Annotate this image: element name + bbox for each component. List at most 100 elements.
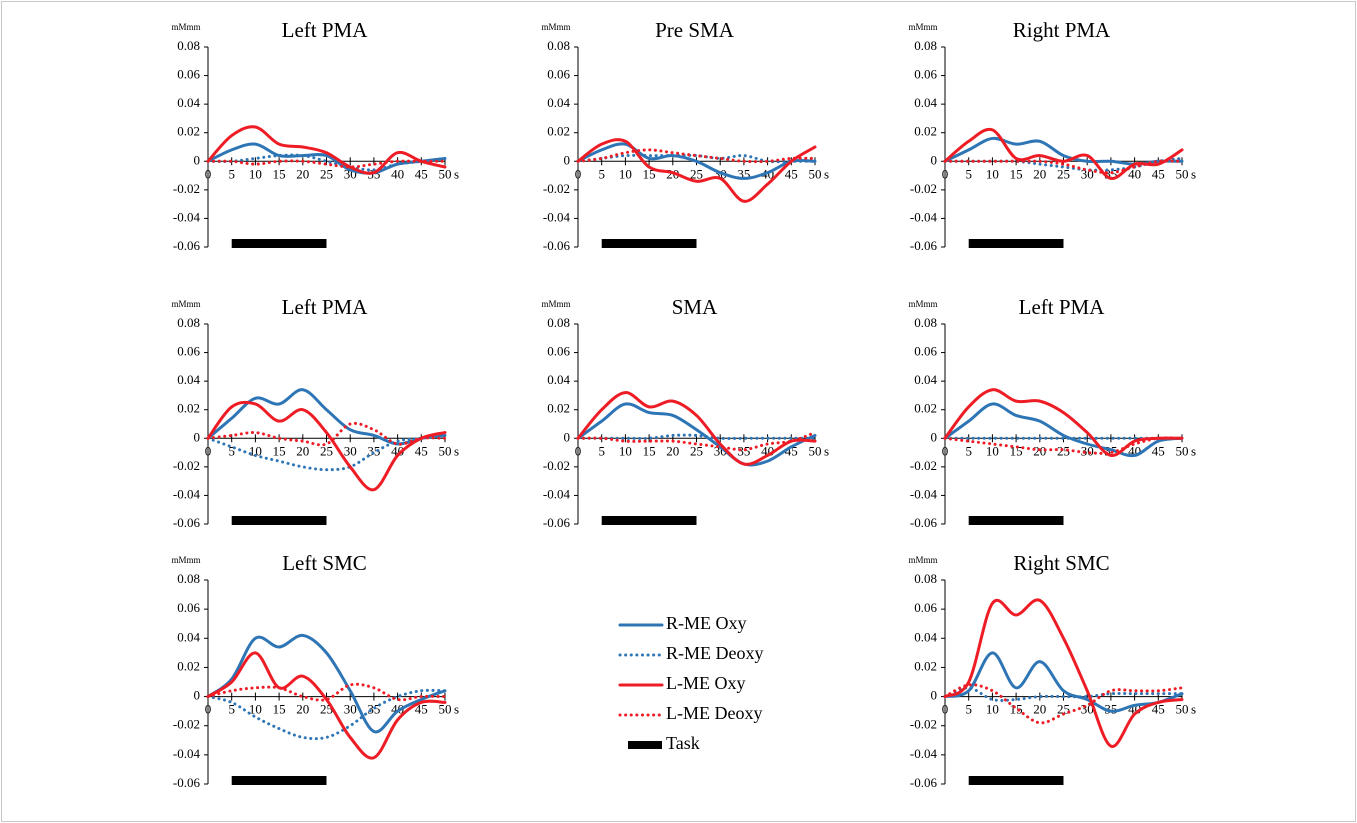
legend-label: R-ME Oxy — [666, 613, 747, 633]
x-tick-label: 5 — [598, 166, 605, 181]
y-tick-label: 0.06 — [914, 600, 937, 615]
data-line — [943, 686, 1184, 702]
x-tick-label: 0 — [205, 702, 212, 717]
y-unit: mMmm — [541, 299, 570, 309]
y-tick-label: -0.02 — [173, 717, 200, 732]
y-tick-label: 0 — [564, 152, 571, 167]
y-tick-label: -0.04 — [173, 746, 201, 761]
x-tick-label: 30 — [344, 443, 357, 458]
x-tick-label: 20 — [296, 166, 309, 181]
y-tick-label: 0.08 — [547, 38, 570, 53]
x-tick-label: 30 — [1081, 166, 1094, 181]
data-line — [206, 633, 447, 734]
x-tick-label: 10 — [986, 443, 999, 458]
x-tick-label: 50 — [1176, 443, 1189, 458]
y-tick-label: 0.06 — [547, 67, 570, 82]
x-tick-label: 25 — [690, 443, 703, 458]
y-tick-label: -0.04 — [173, 486, 201, 501]
x-tick-label: 0 — [575, 166, 582, 181]
x-tick-label: 35 — [367, 443, 380, 458]
y-tick-label: -0.04 — [910, 746, 938, 761]
y-tick-label: 0 — [931, 152, 938, 167]
x-tick-label: 25 — [1057, 702, 1070, 717]
x-unit: s — [824, 443, 829, 458]
data-line — [206, 682, 447, 702]
x-tick-label: 45 — [415, 443, 428, 458]
y-tick-label: 0.06 — [177, 600, 200, 615]
y-unit: mMmm — [171, 555, 200, 565]
x-tick-label: 20 — [296, 443, 309, 458]
x-tick-label: 0 — [205, 166, 212, 181]
y-tick-label: 0 — [931, 688, 938, 703]
y-tick-label: -0.04 — [910, 209, 938, 224]
x-tick-label: 15 — [643, 443, 656, 458]
y-tick-label: 0.04 — [177, 629, 200, 644]
data-line — [943, 159, 1184, 175]
x-tick-label: 5 — [598, 443, 605, 458]
y-tick-label: 0.02 — [177, 124, 200, 139]
y-tick-label: 0.06 — [177, 344, 200, 359]
x-tick-label: 15 — [1010, 166, 1023, 181]
data-line — [943, 683, 1184, 725]
y-tick-label: 0.08 — [177, 315, 200, 330]
y-unit: mMmm — [171, 299, 200, 309]
x-unit: s — [1191, 702, 1196, 717]
x-tick-label: 15 — [273, 702, 286, 717]
y-tick-label: -0.06 — [173, 238, 201, 253]
y-tick-label: 0.08 — [177, 571, 200, 586]
y-tick-label: -0.06 — [910, 775, 938, 790]
x-tick-label: 15 — [273, 443, 286, 458]
x-tick-label: 20 — [666, 443, 679, 458]
chart-title: Pre SMA — [655, 18, 735, 42]
y-tick-label: 0 — [194, 429, 201, 444]
x-tick-label: 35 — [367, 702, 380, 717]
data-line — [943, 598, 1184, 748]
data-line — [576, 142, 817, 180]
x-unit: s — [1191, 443, 1196, 458]
x-tick-label: 10 — [986, 702, 999, 717]
legend-label: R-ME Deoxy — [666, 643, 764, 663]
data-line — [943, 651, 1184, 713]
y-tick-label: 0 — [931, 429, 938, 444]
y-tick-label: 0.06 — [914, 67, 937, 82]
x-tick-label: 40 — [391, 443, 404, 458]
chart-title: Left PMA — [1019, 295, 1106, 319]
x-tick-label: 50 — [1176, 166, 1189, 181]
data-line — [206, 125, 447, 175]
x-tick-label: 50 — [439, 443, 452, 458]
x-tick-label: 45 — [1152, 443, 1165, 458]
y-tick-label: 0.04 — [177, 95, 200, 110]
task-bar — [231, 516, 327, 525]
y-tick-label: -0.02 — [173, 458, 200, 473]
x-tick-label: 20 — [1033, 166, 1046, 181]
x-tick-label: 0 — [942, 166, 949, 181]
data-line — [206, 153, 447, 172]
data-line — [576, 431, 817, 452]
task-bar — [968, 516, 1064, 525]
task-bar — [968, 239, 1064, 248]
data-line — [576, 402, 817, 467]
x-tick-label: 5 — [965, 166, 972, 181]
data-line — [943, 127, 1184, 180]
x-unit: s — [454, 702, 459, 717]
data-line — [206, 651, 447, 760]
chart-title: Left SMC — [282, 551, 367, 575]
y-unit: mMmm — [908, 299, 937, 309]
x-tick-label: 30 — [344, 702, 357, 717]
y-tick-label: 0.04 — [547, 372, 570, 387]
x-tick-label: 5 — [228, 443, 235, 458]
x-tick-label: 50 — [809, 443, 822, 458]
data-line — [943, 436, 1184, 455]
x-tick-label: 25 — [320, 166, 333, 181]
data-line — [943, 388, 1184, 457]
x-tick-label: 15 — [1010, 702, 1023, 717]
y-tick-label: -0.02 — [910, 458, 937, 473]
y-tick-label: -0.02 — [910, 181, 937, 196]
x-tick-label: 30 — [1081, 443, 1094, 458]
chart-title: Right SMC — [1013, 551, 1109, 575]
y-tick-label: 0.08 — [914, 38, 937, 53]
x-tick-label: 0 — [942, 443, 949, 458]
y-unit: mMmm — [908, 22, 937, 32]
legend-label: Task — [666, 733, 700, 753]
